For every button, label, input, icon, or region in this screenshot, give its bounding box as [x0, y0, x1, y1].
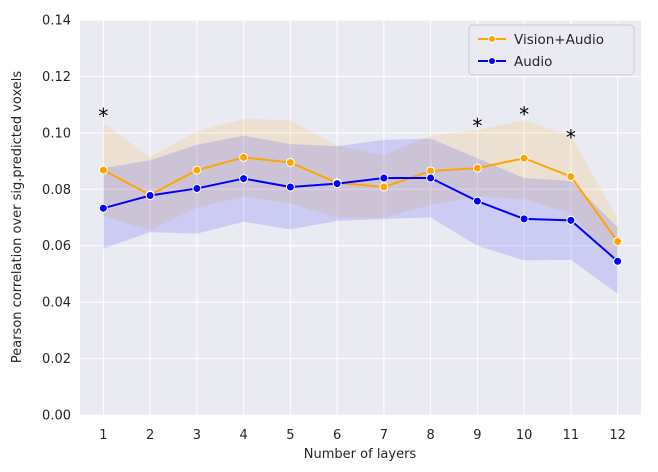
data-point-audio: [379, 173, 389, 183]
data-point-vision-audio: [566, 172, 576, 182]
data-point-audio: [332, 179, 342, 189]
significance-star: *: [98, 104, 108, 128]
x-tick-label: 3: [193, 428, 201, 443]
data-point-audio: [145, 190, 155, 200]
x-tick-label: 12: [609, 428, 626, 443]
x-tick-label: 9: [473, 428, 481, 443]
y-tick-label: 0.12: [42, 70, 71, 85]
y-axis-ticks: 0.00 0.02 0.04 0.06 0.08 0.10 0.12 0.14: [42, 14, 71, 424]
data-point-audio: [98, 203, 108, 213]
plot-background: [80, 20, 641, 415]
data-point-vision-audio: [239, 152, 249, 162]
y-tick-label: 0.04: [42, 296, 71, 311]
series-line-vision-audio: [102, 156, 619, 243]
data-point-audio: [566, 215, 576, 225]
data-point-audio: [285, 182, 295, 192]
y-tick-label: 0.10: [42, 126, 71, 141]
data-point-vision-audio: [613, 236, 623, 246]
x-axis-label: Number of layers: [304, 447, 417, 462]
significance-star: *: [519, 103, 529, 127]
series-points: [98, 152, 623, 266]
data-point-audio: [426, 173, 436, 183]
x-tick-label: 4: [239, 428, 247, 443]
y-tick-label: 0.00: [42, 409, 71, 424]
legend-box: [468, 24, 635, 76]
series-lines: [102, 156, 619, 263]
y-tick-label: 0.02: [42, 352, 71, 367]
confidence-band-vision-audio: [103, 118, 618, 263]
grid-lines: [80, 19, 641, 416]
y-tick-label: 0.08: [42, 183, 71, 198]
data-point-vision-audio: [519, 153, 529, 163]
x-tick-label: 6: [333, 428, 341, 443]
data-point-audio: [192, 183, 202, 193]
x-tick-label: 11: [563, 428, 580, 443]
y-tick-label: 0.14: [42, 14, 71, 29]
significance-star: *: [472, 114, 482, 138]
x-axis-ticks: 1 2 3 4 5 6 7 8 9 10 11 12: [99, 428, 626, 443]
y-tick-label: 0.06: [42, 239, 71, 254]
data-point-vision-audio: [98, 165, 108, 175]
legend-marker-audio: [488, 57, 496, 65]
x-tick-label: 7: [380, 428, 388, 443]
data-point-vision-audio: [379, 182, 389, 192]
data-point-vision-audio: [472, 163, 482, 173]
data-point-audio: [519, 214, 529, 224]
legend: Vision+Audio Audio: [468, 24, 635, 76]
data-point-vision-audio: [192, 165, 202, 175]
data-point-audio: [472, 196, 482, 206]
series-line-audio: [102, 177, 619, 263]
confidence-band-audio: [103, 135, 618, 294]
data-point-audio: [613, 256, 623, 266]
legend-label-audio: Audio: [514, 54, 552, 70]
legend-label-vision-audio: Vision+Audio: [514, 32, 604, 48]
significance-annotations: * * * *: [98, 103, 576, 150]
significance-star: *: [566, 125, 576, 149]
x-tick-label: 8: [426, 428, 434, 443]
data-point-audio: [239, 174, 249, 184]
data-point-vision-audio: [285, 157, 295, 167]
legend-marker-vision-audio: [488, 35, 496, 43]
x-tick-label: 5: [286, 428, 294, 443]
confidence-bands: [103, 118, 618, 294]
x-tick-label: 2: [146, 428, 154, 443]
x-tick-label: 10: [516, 428, 533, 443]
x-tick-label: 1: [99, 428, 107, 443]
y-axis-label: Pearson correlation over sig.predicted v…: [10, 71, 25, 364]
